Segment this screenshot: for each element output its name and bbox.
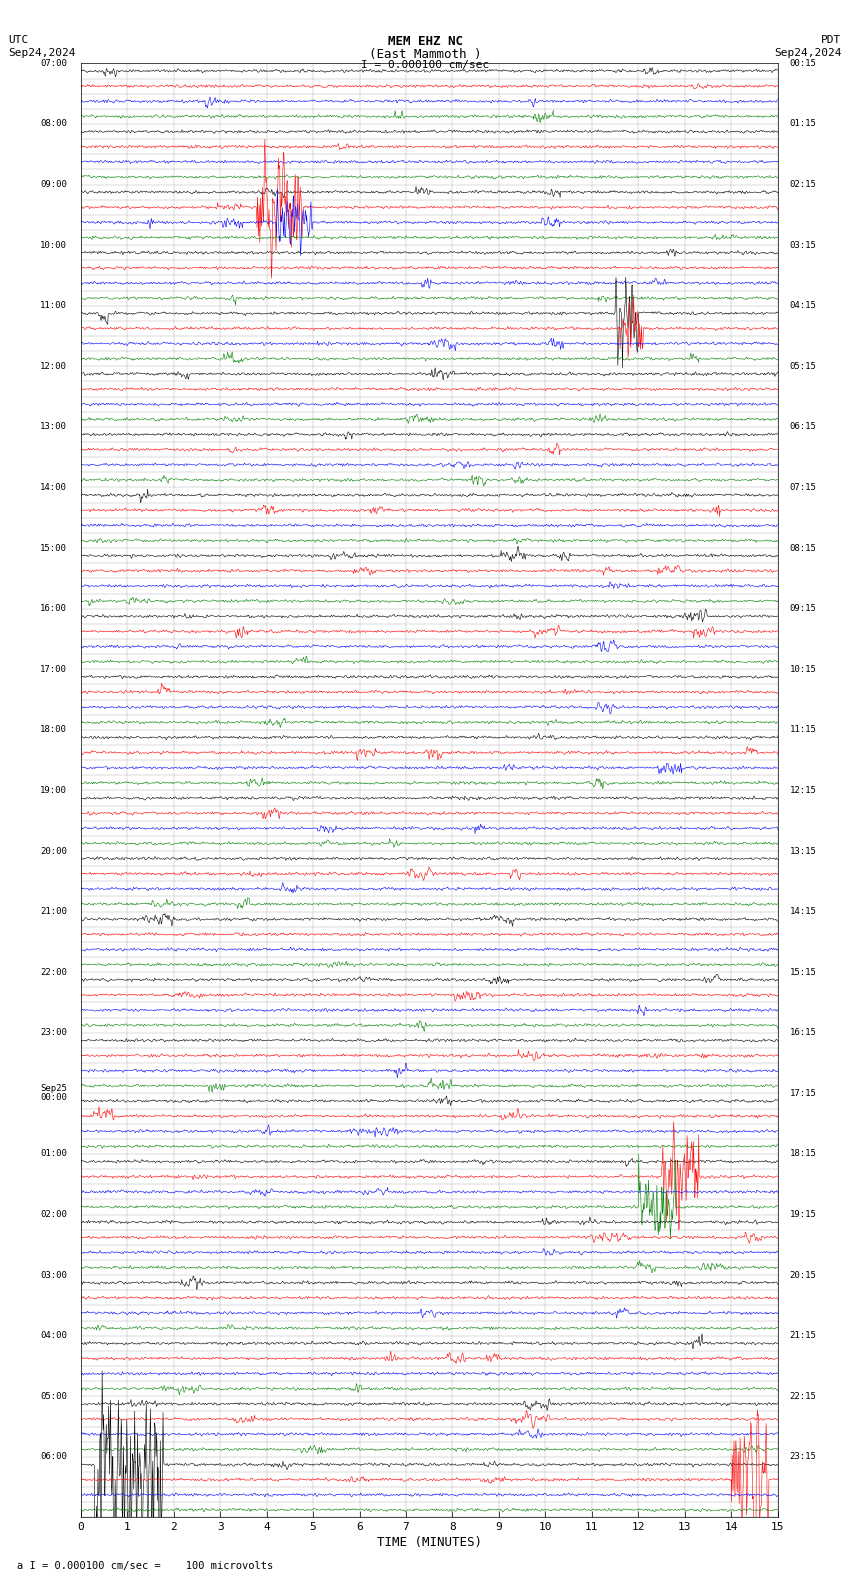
- Text: 10:00: 10:00: [40, 241, 67, 250]
- Text: 15:00: 15:00: [40, 543, 67, 553]
- Text: 16:00: 16:00: [40, 604, 67, 613]
- Text: 15:15: 15:15: [790, 968, 816, 977]
- Text: 04:00: 04:00: [40, 1331, 67, 1340]
- Text: 18:15: 18:15: [790, 1150, 816, 1158]
- Text: 09:15: 09:15: [790, 604, 816, 613]
- Text: 20:00: 20:00: [40, 846, 67, 855]
- Text: Sep24,2024: Sep24,2024: [8, 48, 76, 57]
- Text: 14:15: 14:15: [790, 908, 816, 916]
- Text: 20:15: 20:15: [790, 1270, 816, 1280]
- Text: 01:15: 01:15: [790, 119, 816, 128]
- Text: 00:00: 00:00: [40, 1093, 67, 1102]
- Text: 12:15: 12:15: [790, 786, 816, 795]
- Text: 11:15: 11:15: [790, 725, 816, 735]
- Text: 21:15: 21:15: [790, 1331, 816, 1340]
- Text: 21:00: 21:00: [40, 908, 67, 916]
- Text: 16:15: 16:15: [790, 1028, 816, 1038]
- Text: 05:00: 05:00: [40, 1392, 67, 1400]
- Text: 19:15: 19:15: [790, 1210, 816, 1220]
- Text: 19:00: 19:00: [40, 786, 67, 795]
- Text: 13:15: 13:15: [790, 846, 816, 855]
- Text: (East Mammoth ): (East Mammoth ): [369, 48, 481, 60]
- Text: 04:15: 04:15: [790, 301, 816, 310]
- Text: 08:15: 08:15: [790, 543, 816, 553]
- Text: 00:15: 00:15: [790, 59, 816, 68]
- Text: 06:15: 06:15: [790, 423, 816, 431]
- Text: 22:15: 22:15: [790, 1392, 816, 1400]
- Text: 07:15: 07:15: [790, 483, 816, 493]
- Text: 09:00: 09:00: [40, 181, 67, 188]
- Text: UTC: UTC: [8, 35, 29, 44]
- Text: 23:00: 23:00: [40, 1028, 67, 1038]
- Text: 02:00: 02:00: [40, 1210, 67, 1220]
- Text: 17:00: 17:00: [40, 665, 67, 673]
- Text: a I = 0.000100 cm/sec =    100 microvolts: a I = 0.000100 cm/sec = 100 microvolts: [17, 1562, 273, 1571]
- Text: 10:15: 10:15: [790, 665, 816, 673]
- Text: 22:00: 22:00: [40, 968, 67, 977]
- Text: 11:00: 11:00: [40, 301, 67, 310]
- Text: I = 0.000100 cm/sec: I = 0.000100 cm/sec: [361, 60, 489, 70]
- Text: 07:00: 07:00: [40, 59, 67, 68]
- Text: 03:00: 03:00: [40, 1270, 67, 1280]
- Text: 13:00: 13:00: [40, 423, 67, 431]
- Text: 02:15: 02:15: [790, 181, 816, 188]
- Text: MEM EHZ NC: MEM EHZ NC: [388, 35, 462, 48]
- Text: 05:15: 05:15: [790, 361, 816, 371]
- Text: Sep24,2024: Sep24,2024: [774, 48, 842, 57]
- Text: 03:15: 03:15: [790, 241, 816, 250]
- Text: 14:00: 14:00: [40, 483, 67, 493]
- Text: 01:00: 01:00: [40, 1150, 67, 1158]
- Text: Sep25: Sep25: [40, 1085, 67, 1093]
- Text: 18:00: 18:00: [40, 725, 67, 735]
- Text: 17:15: 17:15: [790, 1088, 816, 1098]
- Text: 06:00: 06:00: [40, 1453, 67, 1462]
- Text: 12:00: 12:00: [40, 361, 67, 371]
- X-axis label: TIME (MINUTES): TIME (MINUTES): [377, 1536, 482, 1549]
- Text: 08:00: 08:00: [40, 119, 67, 128]
- Text: 23:15: 23:15: [790, 1453, 816, 1462]
- Text: PDT: PDT: [821, 35, 842, 44]
